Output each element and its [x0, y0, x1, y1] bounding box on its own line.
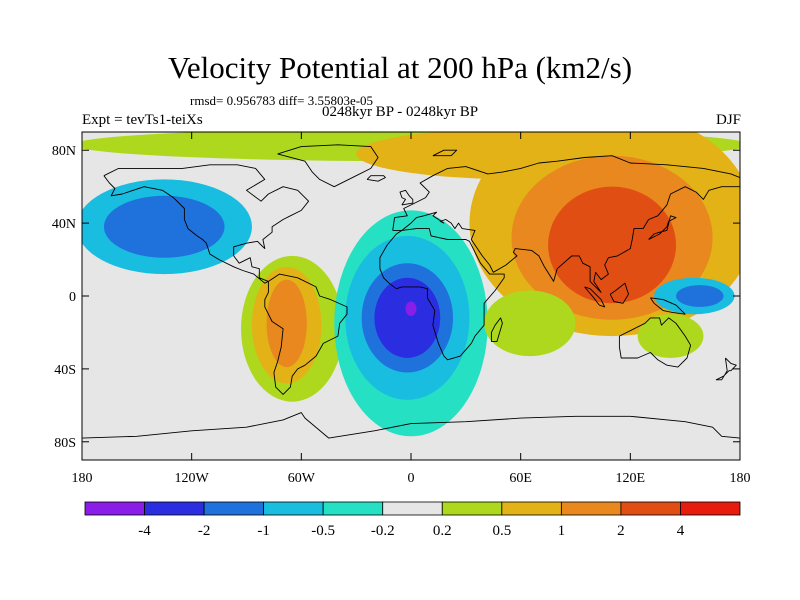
- contour-north-pacific-blue: [103, 195, 225, 258]
- lon-tick-label: 120W: [175, 471, 210, 486]
- colorbar-swatch: [144, 501, 205, 516]
- plot-title: Velocity Potential at 200 hPa (km2/s): [167, 50, 633, 85]
- colorbar-swatch: [441, 501, 503, 516]
- colorbar-label: 4: [677, 523, 685, 539]
- colorbar-label: -0.5: [311, 523, 335, 539]
- contour-south-america-orange: [266, 279, 307, 368]
- colorbar-label: -4: [138, 523, 151, 539]
- colorbar: -4 -2 -1 -0.5 -0.2 0.2 0.5 1 2 4: [84, 501, 741, 539]
- colorbar-swatch: [84, 501, 145, 516]
- velocity-potential-field: [82, 132, 740, 460]
- colorbar-label: 0.2: [433, 523, 452, 539]
- coastline-madagascar: [490, 317, 503, 343]
- lat-tick-label: 80S: [54, 436, 76, 451]
- lon-tick-label: 120E: [616, 471, 646, 486]
- lon-tick-label: 0: [408, 471, 415, 486]
- lon-tick-label: 60W: [288, 471, 316, 486]
- period-label: 0248kyr BP - 0248kyr BP: [321, 104, 479, 120]
- coastline-britain: [399, 189, 414, 206]
- colorbar-swatch: [680, 501, 741, 516]
- rmsd-diff-text: rmsd= 0.956783 diff= 3.55803e-05: [190, 93, 374, 108]
- colorbar-label: 0.5: [492, 523, 511, 539]
- colorbar-swatch: [263, 501, 324, 516]
- experiment-label: Expt = tevTs1-teiXs: [82, 112, 203, 128]
- coastline-antarctica: [82, 412, 740, 439]
- colorbar-swatch: [620, 501, 681, 516]
- colorbar-label: 2: [617, 523, 625, 539]
- colorbar-swatch: [203, 501, 265, 516]
- lon-tick-label: 60E: [509, 471, 532, 486]
- coastlines: [82, 144, 740, 439]
- contour-australia-green: [637, 314, 704, 358]
- contour-atlantic-darkblue: [374, 277, 441, 358]
- coastline-japan: [648, 215, 677, 240]
- lon-tick-label: 180: [72, 471, 93, 486]
- coastline-borneo: [609, 282, 629, 304]
- coastline-africa: [379, 228, 505, 361]
- colorbar-label: 1: [558, 523, 566, 539]
- colorbar-label: -2: [198, 523, 211, 539]
- coastline-sumatra: [584, 286, 606, 308]
- season-label: DJF: [715, 112, 741, 128]
- coastline-north-america: [103, 164, 310, 284]
- lat-tick-label: 80N: [52, 144, 76, 159]
- axis-ticks: 80N 40N 0 40S 80S 180 120W 60W 0 60E 120E 180: [52, 132, 751, 486]
- coastline-australia: [618, 317, 692, 368]
- lon-tick-label: 180: [730, 471, 751, 486]
- coastline-new-zealand: [715, 357, 737, 381]
- colorbar-swatch: [501, 501, 562, 516]
- contour-asia-red: [548, 186, 677, 304]
- coastline-new-guinea: [650, 297, 686, 315]
- lat-tick-label: 40S: [54, 363, 76, 378]
- coastline-svalbard: [432, 149, 458, 157]
- contour-west-pacific-blue: [676, 285, 724, 307]
- colorbar-swatch: [560, 501, 622, 516]
- colorbar-label: -1: [257, 523, 270, 539]
- contour-atlantic-purple-core: [405, 301, 417, 317]
- coastline-greenland: [277, 144, 379, 188]
- colorbar-label: -0.2: [371, 523, 395, 539]
- coastline-south-america: [264, 273, 348, 395]
- colorbar-swatch: [382, 501, 443, 516]
- coastline-eurasia: [392, 155, 740, 293]
- coastline-iceland: [366, 175, 386, 182]
- lat-tick-label: 40N: [52, 217, 76, 232]
- lat-tick-label: 0: [69, 290, 76, 305]
- colorbar-swatch: [322, 501, 384, 516]
- contour-southwest-indian-green: [484, 290, 576, 357]
